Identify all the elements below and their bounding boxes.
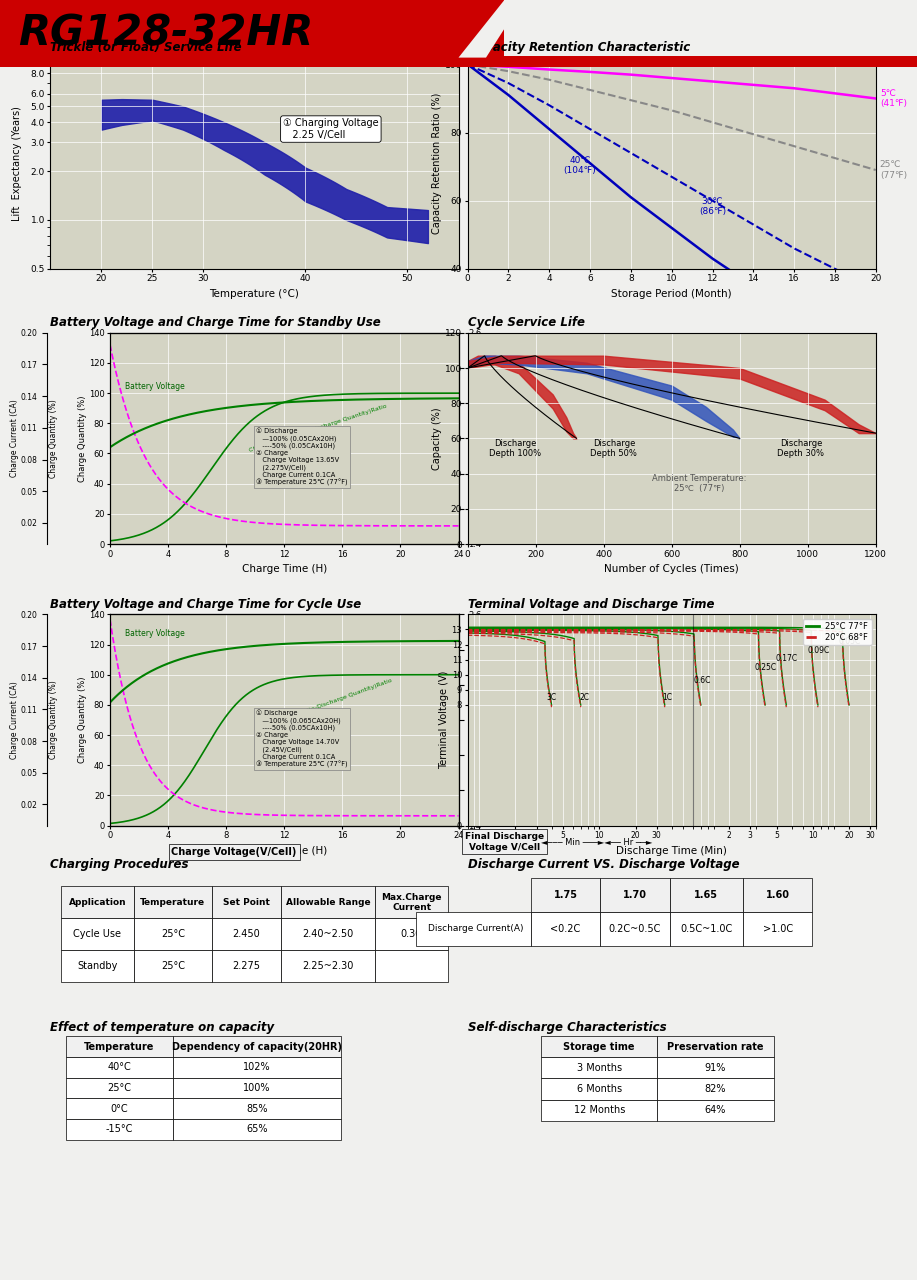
X-axis label: Number of Cycles (Times): Number of Cycles (Times) bbox=[604, 564, 739, 575]
Text: Charging Procedures: Charging Procedures bbox=[50, 858, 189, 870]
Text: Charge Quantity (to-Discharge Quantity)Ratio: Charge Quantity (to-Discharge Quantity)R… bbox=[248, 404, 387, 453]
Text: RG128-32HR: RG128-32HR bbox=[18, 13, 314, 54]
Text: 0.17C: 0.17C bbox=[776, 654, 798, 663]
X-axis label: Temperature (°C): Temperature (°C) bbox=[209, 289, 300, 300]
X-axis label: Storage Period (Month): Storage Period (Month) bbox=[612, 289, 732, 300]
Text: 3C: 3C bbox=[547, 692, 557, 701]
Text: Trickle (or Float) Service Life: Trickle (or Float) Service Life bbox=[50, 41, 242, 54]
Text: 0.05C: 0.05C bbox=[838, 637, 861, 646]
Text: 1C: 1C bbox=[663, 692, 673, 701]
Text: Final Discharge
Voltage V/Cell: Final Discharge Voltage V/Cell bbox=[465, 832, 544, 851]
Y-axis label: Capacity Retention Ratio (%): Capacity Retention Ratio (%) bbox=[432, 92, 442, 234]
Text: 25℃
(77℉): 25℃ (77℉) bbox=[879, 160, 907, 179]
Text: ① Discharge
   —100% (0.065CAx20H)
   ----50% (0.05CAx10H)
② Charge
   Charge Vo: ① Discharge —100% (0.065CAx20H) ----50% … bbox=[257, 709, 348, 768]
Text: Battery Voltage: Battery Voltage bbox=[125, 628, 184, 637]
Legend: 25°C 77°F, 20°C 68°F: 25°C 77°F, 20°C 68°F bbox=[803, 618, 871, 645]
Text: Discharge
Depth 50%: Discharge Depth 50% bbox=[591, 439, 637, 458]
Text: Battery Voltage and Charge Time for Standby Use: Battery Voltage and Charge Time for Stan… bbox=[50, 316, 381, 329]
X-axis label: Charge Time (H): Charge Time (H) bbox=[242, 846, 326, 856]
Text: Battery Voltage: Battery Voltage bbox=[125, 383, 184, 392]
Text: Discharge
Depth 30%: Discharge Depth 30% bbox=[778, 439, 824, 458]
Text: ◄─── Min ───►◄── Hr ──►: ◄─── Min ───►◄── Hr ──► bbox=[541, 838, 652, 847]
Text: Charge Quantity (%): Charge Quantity (%) bbox=[49, 681, 58, 759]
Text: ① Discharge
   —100% (0.05CAx20H)
   ----50% (0.05CAx10H)
② Charge
   Charge Vol: ① Discharge —100% (0.05CAx20H) ----50% (… bbox=[257, 428, 348, 486]
Y-axis label: Charge Quantity (%): Charge Quantity (%) bbox=[78, 677, 87, 763]
Text: Charge Quantity (to-Discharge Quantity)Ratio: Charge Quantity (to-Discharge Quantity)R… bbox=[255, 678, 392, 732]
Y-axis label: Charge Quantity (%): Charge Quantity (%) bbox=[78, 396, 87, 481]
Text: 40℃
(104℉): 40℃ (104℉) bbox=[564, 156, 596, 175]
Text: 30℃
(86℉): 30℃ (86℉) bbox=[699, 197, 726, 216]
Text: Self-discharge Characteristics: Self-discharge Characteristics bbox=[468, 1021, 667, 1034]
Text: Capacity Retention Characteristic: Capacity Retention Characteristic bbox=[468, 41, 690, 54]
Y-axis label: Charge Current (CA): Charge Current (CA) bbox=[10, 399, 19, 477]
Text: Discharge
Depth 100%: Discharge Depth 100% bbox=[489, 439, 541, 458]
Text: Charge Voltage(V/Cell): Charge Voltage(V/Cell) bbox=[171, 847, 297, 858]
Text: Ambient Temperature:
25℃  (77℉): Ambient Temperature: 25℃ (77℉) bbox=[652, 474, 746, 493]
Text: Charge Quantity (%): Charge Quantity (%) bbox=[49, 399, 58, 477]
Y-axis label: Terminal Voltage (V): Terminal Voltage (V) bbox=[438, 671, 448, 769]
Text: Effect of temperature on capacity: Effect of temperature on capacity bbox=[50, 1021, 274, 1034]
Text: 0.09C: 0.09C bbox=[807, 646, 830, 655]
Y-axis label: Capacity (%): Capacity (%) bbox=[432, 407, 442, 470]
Y-axis label: Charge Current (CA): Charge Current (CA) bbox=[10, 681, 19, 759]
Text: 2C: 2C bbox=[580, 692, 590, 701]
Text: 0.25C: 0.25C bbox=[754, 663, 776, 672]
Text: Discharge Current VS. Discharge Voltage: Discharge Current VS. Discharge Voltage bbox=[468, 858, 739, 870]
Text: 0.6C: 0.6C bbox=[693, 676, 711, 685]
Text: Terminal Voltage and Discharge Time: Terminal Voltage and Discharge Time bbox=[468, 598, 714, 611]
Y-axis label: Battery Voltage (V)/Per Cell: Battery Voltage (V)/Per Cell bbox=[483, 385, 492, 492]
X-axis label: Charge Time (H): Charge Time (H) bbox=[242, 564, 326, 575]
Text: Cycle Service Life: Cycle Service Life bbox=[468, 316, 585, 329]
Text: Battery Voltage and Charge Time for Cycle Use: Battery Voltage and Charge Time for Cycl… bbox=[50, 598, 361, 611]
X-axis label: Discharge Time (Min): Discharge Time (Min) bbox=[616, 846, 727, 856]
Y-axis label: Battery Voltage (V)/Per Cell: Battery Voltage (V)/Per Cell bbox=[483, 667, 492, 773]
Text: ① Charging Voltage
   2.25 V/Cell: ① Charging Voltage 2.25 V/Cell bbox=[283, 118, 379, 140]
Text: 5℃
(41℉): 5℃ (41℉) bbox=[879, 88, 907, 109]
Y-axis label: Lift  Expectancy (Years): Lift Expectancy (Years) bbox=[12, 106, 22, 220]
